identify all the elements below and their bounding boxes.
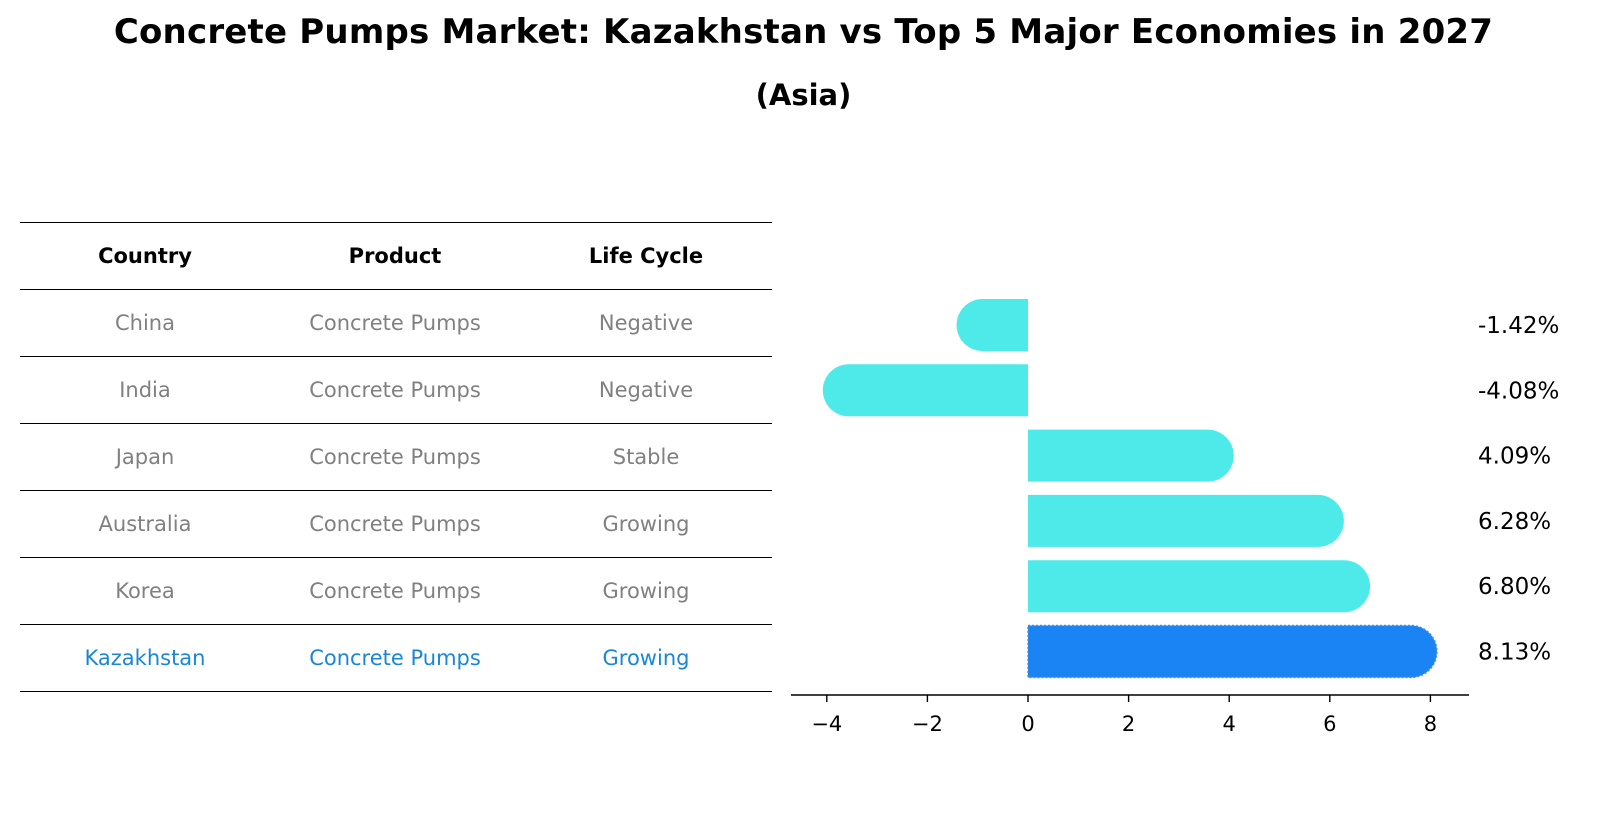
- cell-country: China: [115, 311, 175, 335]
- x-tick-label: −4: [811, 712, 842, 736]
- value-label: 8.13%: [1478, 640, 1551, 666]
- cell-product: Concrete Pumps: [309, 512, 481, 536]
- cell-product: Concrete Pumps: [309, 445, 481, 469]
- cell-life-cycle: Growing: [602, 579, 690, 603]
- x-tick-label: −2: [912, 712, 943, 736]
- x-tick-label: 0: [1021, 712, 1034, 736]
- header-product: Product: [348, 244, 442, 268]
- cell-product: Concrete Pumps: [309, 311, 481, 335]
- table-row: India Concrete Pumps Negative: [20, 356, 772, 423]
- bar-kazakhstan: [1027, 624, 1438, 679]
- cell-life-cycle: Stable: [612, 445, 680, 469]
- bar-australia: [1028, 494, 1344, 547]
- x-tick-label: 4: [1223, 712, 1236, 736]
- header-country: Country: [98, 244, 192, 268]
- table-row: Korea Concrete Pumps Growing: [20, 557, 772, 624]
- value-label: -4.08%: [1478, 378, 1559, 404]
- cell-product: Concrete Pumps: [309, 378, 481, 402]
- cell-life-cycle: Growing: [602, 512, 690, 536]
- cell-life-cycle: Negative: [598, 378, 694, 402]
- cell-country: India: [119, 378, 171, 402]
- header-life-cycle: Life Cycle: [588, 244, 704, 268]
- table-row-highlighted: Kazakhstan Concrete Pumps Growing: [20, 624, 772, 692]
- value-label: -1.42%: [1478, 313, 1559, 339]
- table-row: Australia Concrete Pumps Growing: [20, 490, 772, 557]
- bar-india: [822, 364, 1028, 417]
- cell-country: Japan: [115, 445, 175, 469]
- cell-country: Australia: [98, 512, 192, 536]
- chart-subtitle: (Asia): [755, 78, 852, 112]
- x-tick-label: 8: [1424, 712, 1437, 736]
- table-row: China Concrete Pumps Negative: [20, 289, 772, 356]
- bar-korea: [1028, 560, 1371, 613]
- cell-life-cycle: Growing: [602, 646, 690, 670]
- cell-life-cycle: Negative: [598, 311, 694, 335]
- value-label: 6.28%: [1478, 509, 1551, 535]
- cell-country: Kazakhstan: [84, 646, 206, 670]
- data-table: Country Product Life Cycle China Concret…: [20, 222, 772, 692]
- x-tick-label: 2: [1122, 712, 1135, 736]
- cell-country: Korea: [115, 579, 175, 603]
- cell-product: Concrete Pumps: [309, 646, 481, 670]
- value-label: 6.80%: [1478, 574, 1551, 600]
- table-row: Japan Concrete Pumps Stable: [20, 423, 772, 490]
- chart-title: Concrete Pumps Market: Kazakhstan vs Top…: [113, 12, 1494, 52]
- table-header-row: Country Product Life Cycle: [20, 222, 772, 289]
- cell-product: Concrete Pumps: [309, 579, 481, 603]
- x-tick-label: 6: [1323, 712, 1336, 736]
- bar-china: [956, 299, 1028, 351]
- bar-japan: [1028, 429, 1234, 482]
- value-label: 4.09%: [1478, 444, 1551, 470]
